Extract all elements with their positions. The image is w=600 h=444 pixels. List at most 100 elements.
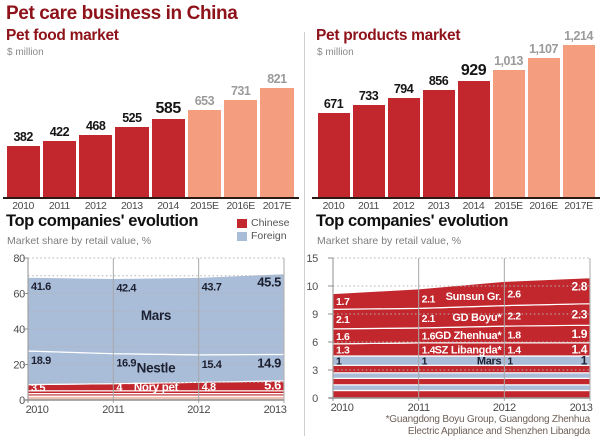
band-value-label: 41.6 — [31, 281, 51, 293]
x-axis-label: 2011 — [48, 200, 70, 212]
products-companies-subtitle: Market share by retail value, % — [317, 235, 462, 247]
band-value-label: 1.4 — [422, 344, 436, 356]
bar-value-label: 1,013 — [494, 54, 523, 68]
bar-value-label: 585 — [155, 100, 182, 117]
footnote-line2: Electric Appliance and Shenzhen Libangda — [407, 426, 590, 437]
x-axis-label: 2015E — [494, 200, 523, 212]
pet-products-chart-title: Pet products market — [316, 27, 461, 44]
y-tick-label: 10 — [306, 281, 318, 293]
area-band-other-2 — [332, 377, 591, 386]
pet-food-x-axis — [3, 197, 299, 199]
pet-food-unit-label: $ million — [7, 47, 44, 58]
band-value-label: 1.7 — [336, 296, 350, 308]
band-value-label: 1.6 — [336, 331, 350, 343]
band-value-label: 1.4 — [507, 344, 521, 356]
x-tick-label: 2010 — [331, 402, 354, 414]
legend-item-foreign: Foreign — [237, 230, 287, 242]
band-value-label: 1 — [581, 353, 588, 367]
x-axis-label: 2014 — [157, 200, 180, 212]
x-tick-label: 2013 — [570, 402, 593, 414]
x-tick-label: 2011 — [102, 404, 124, 416]
bar-pet-products-market-2014 — [457, 81, 490, 197]
band-value-label: 42.4 — [116, 282, 137, 294]
band-value-label: 4.8 — [202, 381, 216, 393]
x-axis-label: 2012 — [84, 200, 107, 212]
area-band-other-4 — [332, 364, 591, 374]
bar-pet-products-market-2012 — [387, 98, 420, 197]
x-axis-label: 2017E — [262, 200, 292, 212]
bar-value-label: 1,107 — [529, 42, 558, 56]
band-value-label: 14.9 — [257, 355, 281, 370]
band-value-label: 1 — [507, 355, 513, 367]
bar-pet-food-market-2012 — [79, 135, 113, 197]
band-value-label: 1.3 — [336, 345, 350, 357]
bar-pet-products-market-2011 — [352, 105, 385, 197]
x-tick-label: 2012 — [493, 402, 516, 414]
pet-food-chart-title: Pet food market — [6, 27, 119, 44]
bar-value-label: 929 — [460, 62, 487, 79]
bar-value-label: 525 — [122, 111, 142, 125]
bar-pet-products-market-2013 — [422, 90, 455, 197]
band-name-label: Nory pet — [134, 382, 179, 394]
band-value-label: 4 — [116, 382, 123, 394]
band-value-label: 1.9 — [572, 327, 588, 341]
footnote-line1: *Guangdong Boyu Group, Guangdong Zhenhua — [385, 414, 591, 425]
x-tick-label: 2011 — [408, 402, 430, 414]
x-axis-label: 2013 — [427, 200, 450, 212]
band-value-label: 1 — [422, 355, 428, 367]
band-value-label: 2.8 — [572, 280, 588, 294]
band-name-label: Sunsun Gr. — [446, 291, 502, 303]
band-value-label: 2.1 — [336, 314, 350, 326]
y-tick-label: 60 — [13, 288, 25, 300]
food-companies-subtitle: Market share by retail value, % — [7, 235, 152, 247]
area-band-other-1 — [332, 384, 591, 392]
band-value-label: 15.4 — [202, 359, 223, 371]
bar-value-label: 856 — [428, 74, 449, 88]
band-value-label: 5.6 — [264, 378, 281, 393]
legend-item-chinese: Chinese — [237, 217, 290, 229]
footnote: *Guangdong Boyu Group, Guangdong Zhenhua… — [385, 414, 591, 438]
band-value-label: 45.5 — [257, 275, 281, 290]
bar-value-label: 731 — [230, 84, 251, 98]
band-name-label: SZ Libangda* — [435, 344, 503, 356]
legend-foreign-label: Foreign — [251, 230, 287, 242]
band-value-label: 2.3 — [572, 307, 588, 321]
foreign-swatch-icon — [237, 231, 247, 241]
food-companies-title: Top companies' evolution — [6, 212, 199, 230]
bar-value-label: 422 — [49, 125, 70, 139]
x-axis-label: 2011 — [358, 200, 379, 212]
bar-pet-food-market-2015E — [187, 110, 222, 197]
bar-pet-products-market-2017E — [562, 45, 595, 197]
area-band-other-3 — [332, 372, 591, 379]
x-axis-label: 2017E — [564, 200, 593, 212]
band-name-label: GD Boyu* — [452, 312, 502, 324]
bar-pet-products-market-2015E — [492, 70, 525, 197]
bar-pet-food-market-2016E — [224, 100, 258, 197]
bar-pet-products-market-2010 — [317, 113, 350, 197]
x-tick-label: 2010 — [26, 404, 49, 416]
y-tick-label: 40 — [13, 324, 25, 336]
x-axis-label: 2016E — [529, 200, 558, 212]
y-tick-label: 3 — [312, 365, 318, 377]
x-axis-label: 2015E — [190, 200, 219, 212]
band-value-label: 3.5 — [31, 382, 45, 394]
y-tick-label: 6 — [312, 337, 318, 349]
page-title: Pet care business in China — [6, 3, 238, 24]
pet-products-x-axis — [312, 197, 600, 199]
band-value-label: 2.1 — [422, 313, 436, 325]
x-axis-label: 2013 — [120, 200, 143, 212]
band-value-label: 1.6 — [422, 330, 436, 342]
bar-value-label: 794 — [393, 82, 414, 96]
bar-value-label: 468 — [85, 119, 106, 133]
band-name-label: GD Zhenhua* — [435, 330, 502, 342]
y-tick-label: 0 — [19, 395, 25, 407]
x-axis-label: 2014 — [462, 200, 485, 212]
x-axis-label: 2016E — [226, 200, 255, 212]
x-tick-label: 2012 — [187, 404, 210, 416]
band-name-label: Mars — [141, 308, 171, 323]
x-axis-label: 2010 — [322, 200, 345, 212]
y-tick-label: 20 — [13, 359, 25, 371]
area-band-other-0 — [332, 389, 591, 399]
